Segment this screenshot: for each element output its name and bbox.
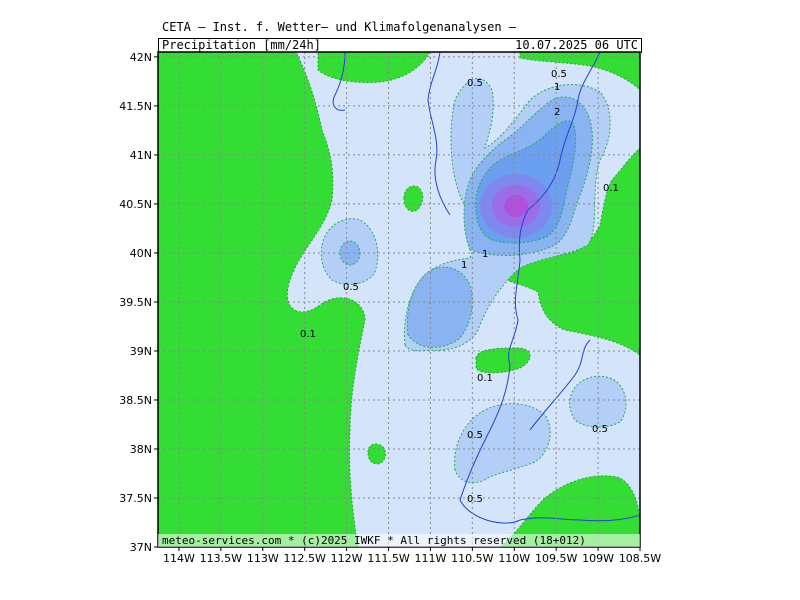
- lon-tick-label: 113W: [247, 552, 279, 565]
- contour-label: 0.5: [592, 424, 608, 435]
- lon-tick-label: 109.5W: [535, 552, 577, 565]
- dry-spot-2: [475, 347, 531, 374]
- lat-tick-label: 40.5N: [119, 198, 152, 211]
- map-title: CETA – Inst. f. Wetter– und Klimafolgena…: [162, 20, 517, 34]
- lon-tick-label: 108.5W: [619, 552, 661, 565]
- contour-label: 0.1: [300, 329, 316, 340]
- river-colorado: [427, 52, 451, 216]
- contour-labels: 0.5 0.5 1 2 0.1 1 1 0.5 0.1 0.1 0.5 0.5 …: [300, 69, 619, 505]
- lon-tick-label: 110.5W: [451, 552, 493, 565]
- lon-tick-label: 111W: [414, 552, 446, 565]
- contour-label: 1: [554, 82, 560, 93]
- lat-tick-label: 39N: [130, 345, 152, 358]
- contour-label: 0.5: [467, 78, 483, 89]
- product-label: Precipitation [mm/24h]: [162, 38, 321, 52]
- lat-tick-label: 38N: [130, 443, 152, 456]
- river-southeast: [529, 339, 591, 431]
- contour-label: 0.5: [343, 282, 359, 293]
- contour-label: 0.5: [467, 494, 483, 505]
- lon-tick-label: 113.5W: [200, 552, 242, 565]
- state-borders: [332, 52, 640, 524]
- river-san-juan: [332, 52, 346, 111]
- axis-ticks: [154, 56, 641, 551]
- precip-core-inner: [504, 195, 528, 217]
- contour-label: 0.5: [551, 69, 567, 80]
- map-frame: [157, 51, 641, 548]
- lon-tick-label: 111.5W: [367, 552, 409, 565]
- dry-area-north: [317, 52, 431, 83]
- precip-area-0-5-southeast: [569, 375, 627, 428]
- dry-area-northeast: [519, 52, 640, 91]
- lat-tick-label: 38.5N: [119, 394, 152, 407]
- lon-tick-label: 114W: [163, 552, 195, 565]
- river-east: [519, 514, 640, 522]
- lon-tick-label: 112W: [331, 552, 363, 565]
- lat-lon-grid: [158, 52, 640, 547]
- dry-area-west: [158, 52, 366, 547]
- contour-label: 0.1: [477, 373, 493, 384]
- latitude-labels: 42N 41.5N 41N 40.5N 40N 39.5N 39N 38.5N 38N 37.5N…: [119, 51, 152, 554]
- river-green: [459, 52, 601, 524]
- lat-tick-label: 41N: [130, 149, 152, 162]
- lon-tick-label: 109W: [582, 552, 614, 565]
- contour-label: 1: [482, 249, 488, 260]
- lat-tick-label: 42N: [130, 51, 152, 64]
- valid-time-label: 10.07.2025 06 UTC: [515, 38, 638, 52]
- lat-tick-label: 37.5N: [119, 492, 152, 505]
- dry-area-southeast: [499, 475, 640, 547]
- lat-tick-label: 40N: [130, 247, 152, 260]
- footer-bar: [158, 534, 640, 547]
- lat-tick-label: 37N: [130, 541, 152, 554]
- copyright-footer: meteo-services.com * (c)2025 IWKF * All …: [162, 534, 586, 547]
- precip-area-0-5-south: [454, 403, 551, 484]
- precipitation-field: [158, 52, 640, 547]
- lon-tick-label: 110W: [498, 552, 530, 565]
- contour-label: 0.1: [603, 183, 619, 194]
- header-label-box: [158, 38, 642, 53]
- lat-tick-label: 39.5N: [119, 296, 152, 309]
- dry-spot-1: [403, 185, 424, 212]
- contour-label: 2: [554, 107, 560, 118]
- lon-tick-label: 112.5W: [284, 552, 326, 565]
- precip-area-1-west: [406, 266, 473, 348]
- lat-tick-label: 41.5N: [119, 100, 152, 113]
- contour-label: 1: [461, 260, 467, 271]
- contour-label: 0.5: [467, 430, 483, 441]
- dry-spot-3: [367, 443, 386, 465]
- longitude-labels: 114W 113.5W 113W 112.5W 112W 111.5W 111W 110.5W…: [163, 552, 661, 565]
